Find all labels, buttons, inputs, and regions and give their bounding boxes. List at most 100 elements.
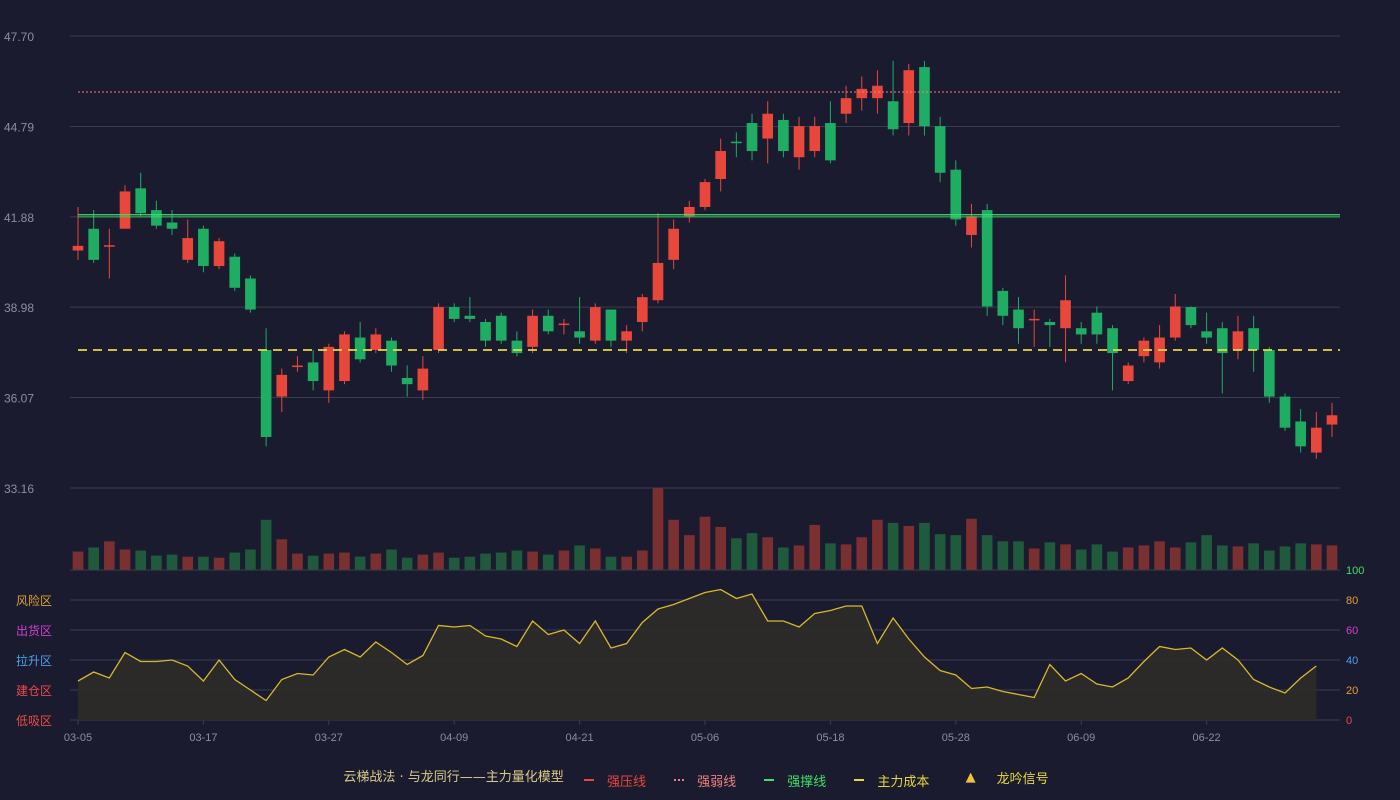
candle-body xyxy=(621,331,632,341)
candle-body xyxy=(511,340,523,354)
indicator-tick-label: 20 xyxy=(1346,685,1358,697)
price-tick-label: 44.79 xyxy=(4,120,34,134)
volume-bar xyxy=(151,555,162,570)
indicator-tick-label: 60 xyxy=(1346,625,1358,637)
volume-bar xyxy=(981,535,993,570)
candle-body xyxy=(1075,328,1087,335)
date-tick-label: 03-17 xyxy=(189,732,217,744)
volume-bar xyxy=(260,519,272,570)
volume-bar xyxy=(683,535,695,570)
candle-body xyxy=(966,216,977,235)
legend-item-strong-weak[interactable]: 强弱线 xyxy=(674,771,744,790)
volume-bar xyxy=(1028,548,1040,570)
volume-bar xyxy=(1013,541,1024,570)
indicator-tick-label: 100 xyxy=(1346,565,1364,577)
solid-line-icon xyxy=(764,779,775,781)
indicator-line xyxy=(77,588,1317,702)
volume-bar xyxy=(119,549,131,570)
volume-bar xyxy=(104,541,115,570)
candle-body xyxy=(1263,349,1275,397)
volume-bar xyxy=(1310,544,1322,570)
legend-title: 云梯战法 · 与龙同行——主力量化模型 xyxy=(343,770,564,785)
candle-body xyxy=(151,210,162,226)
volume-bar xyxy=(1326,545,1338,570)
volume-bar xyxy=(542,554,554,570)
candle-body xyxy=(652,262,664,301)
indicator-zone-label: 低吸区 xyxy=(16,714,52,728)
candle-body xyxy=(448,307,460,319)
volume-bars xyxy=(72,488,1338,570)
candle-body xyxy=(542,315,554,332)
candle-body xyxy=(386,340,397,366)
candle-body xyxy=(825,123,836,161)
candle-body xyxy=(1060,300,1071,329)
date-tick-label: 06-09 xyxy=(1067,732,1095,744)
legend-item-main-cost[interactable]: 主力成本 xyxy=(854,771,937,790)
legend-item-signal[interactable]: ▲ 龙吟信号 xyxy=(965,770,1049,787)
candle-body xyxy=(1028,318,1040,321)
volume-bar xyxy=(903,525,915,570)
candle-body xyxy=(589,307,601,341)
volume-bar xyxy=(166,554,178,570)
candle-body xyxy=(370,334,382,350)
volume-bar xyxy=(448,557,460,570)
candle-body xyxy=(166,222,178,229)
candle-body xyxy=(903,70,915,124)
volume-bar xyxy=(401,557,413,570)
candle-body xyxy=(354,337,366,360)
candle-body xyxy=(1091,312,1103,335)
date-tick-label: 04-09 xyxy=(440,732,468,744)
indicator-zone-label: 风险区 xyxy=(16,593,52,608)
candle-body xyxy=(72,245,84,251)
candle-body xyxy=(1107,328,1118,354)
price-tick-label: 33.16 xyxy=(4,482,34,496)
date-tick-label: 05-28 xyxy=(942,732,970,744)
volume-bar xyxy=(370,553,382,570)
candle-body xyxy=(636,297,648,322)
volume-bar xyxy=(1075,549,1087,570)
indicator-tick-label: 80 xyxy=(1346,595,1358,607)
volume-bar xyxy=(1044,542,1056,570)
volume-bar xyxy=(840,544,852,570)
candle-body xyxy=(746,123,758,152)
candle-body xyxy=(683,206,695,217)
indicator-tick-label: 0 xyxy=(1346,715,1352,727)
chart-legend: 云梯战法 · 与龙同行——主力量化模型 强压线 强弱线 强撑线 主力成本 ▲ 龙… xyxy=(0,766,1400,790)
legend-item-strong-support[interactable]: 强撑线 xyxy=(764,771,834,790)
candle-body xyxy=(1044,321,1056,326)
price-tick-label: 41.88 xyxy=(4,211,34,225)
volume-bar xyxy=(245,549,256,570)
date-tick-label: 03-27 xyxy=(315,732,343,744)
candle-body xyxy=(1279,396,1291,428)
volume-bar xyxy=(276,539,288,570)
volume-bar xyxy=(699,516,711,570)
volume-bar xyxy=(652,488,664,570)
candle-body xyxy=(198,228,209,267)
date-tick-label: 06-22 xyxy=(1193,732,1221,744)
volume-bar xyxy=(1295,543,1306,570)
volume-bar xyxy=(386,549,397,570)
volume-bar xyxy=(966,518,977,570)
candle-body xyxy=(417,368,429,391)
volume-bar xyxy=(495,552,507,570)
candle-body xyxy=(307,362,319,382)
volume-bar xyxy=(1248,543,1259,570)
candle-body xyxy=(229,256,241,288)
price-grid xyxy=(70,35,1340,489)
candle-body xyxy=(527,315,538,347)
volume-bar xyxy=(354,556,366,570)
volume-bar xyxy=(198,556,209,570)
volume-bar xyxy=(182,556,194,570)
candle-body xyxy=(762,113,774,139)
candle-body xyxy=(840,98,852,114)
volume-bar xyxy=(135,550,147,570)
legend-item-strong-pressure[interactable]: 强压线 xyxy=(583,771,654,790)
candle-body xyxy=(715,151,727,179)
candle-body xyxy=(856,88,868,99)
candle-body xyxy=(668,228,679,260)
candle-body xyxy=(950,169,962,220)
triangle-icon: ▲ xyxy=(965,770,976,785)
volume-bar xyxy=(793,545,805,570)
price-axis: 47.70 44.79 41.88 38.98 36.07 33.16 xyxy=(4,30,34,496)
volume-bar xyxy=(605,556,617,570)
